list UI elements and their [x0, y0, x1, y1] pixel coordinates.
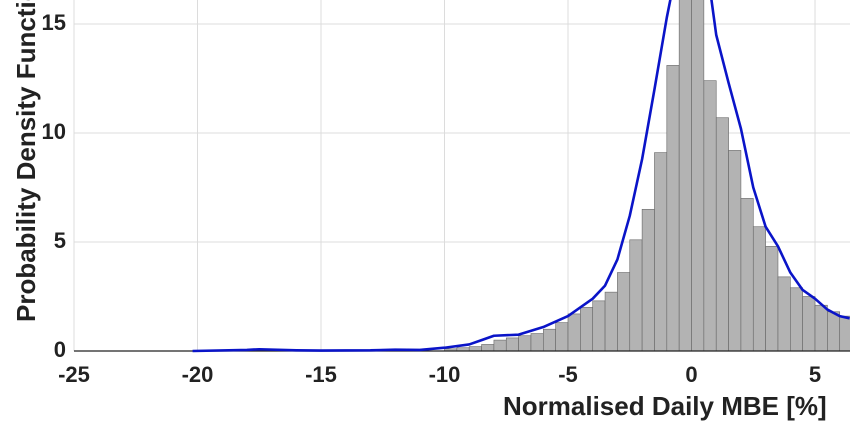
y-tick-label: 15: [42, 10, 66, 35]
histogram-bar: [752, 226, 766, 352]
histogram-bar: [839, 315, 850, 352]
x-axis-title: Normalised Daily MBE [%]: [503, 391, 827, 421]
histogram-bar: [580, 307, 594, 352]
plot-area: [73, 0, 850, 353]
histogram-bar: [493, 339, 507, 352]
histogram-bar: [641, 208, 655, 352]
histogram-bar: [765, 246, 779, 352]
histogram-bar: [604, 291, 618, 352]
histogram-bar: [592, 300, 606, 352]
x-tick-label: 5: [809, 362, 821, 387]
y-tick-label: 0: [54, 337, 66, 362]
y-axis-title: Probability Density Function: [11, 0, 41, 322]
x-tick-label: 0: [685, 362, 697, 387]
histogram-bar: [567, 313, 581, 352]
histogram-bar: [715, 117, 729, 352]
y-tick-label: 10: [42, 119, 66, 144]
histogram-bar: [530, 333, 544, 352]
x-tick-label: -15: [305, 362, 337, 387]
histogram-bar: [703, 80, 717, 352]
histogram-bar: [691, 0, 705, 352]
density-line: [192, 0, 850, 353]
histogram-bar: [629, 239, 643, 352]
histogram-bar: [740, 198, 754, 352]
x-tick-label: -25: [58, 362, 90, 387]
histogram-bar: [518, 335, 532, 352]
y-tick-label: 5: [54, 228, 66, 253]
histogram-bar: [654, 152, 668, 352]
histogram-bar: [777, 276, 791, 352]
histogram-bar: [555, 322, 569, 352]
histogram-bar: [543, 328, 556, 352]
histogram-bar: [468, 346, 482, 352]
histogram-bar: [617, 272, 631, 352]
histogram-bar: [728, 150, 742, 352]
histogram-bar: [790, 287, 803, 352]
histogram-bar: [505, 337, 519, 352]
histogram-bar: [814, 304, 828, 352]
histogram-bar: [666, 65, 680, 352]
histogram-bar: [481, 344, 495, 352]
x-tick-label: -10: [429, 362, 461, 387]
histogram-bar: [678, 0, 692, 352]
histogram-bar: [802, 296, 816, 352]
x-tick-label: -20: [182, 362, 214, 387]
histogram-bar: [827, 311, 841, 352]
x-tick-label: -5: [558, 362, 578, 387]
